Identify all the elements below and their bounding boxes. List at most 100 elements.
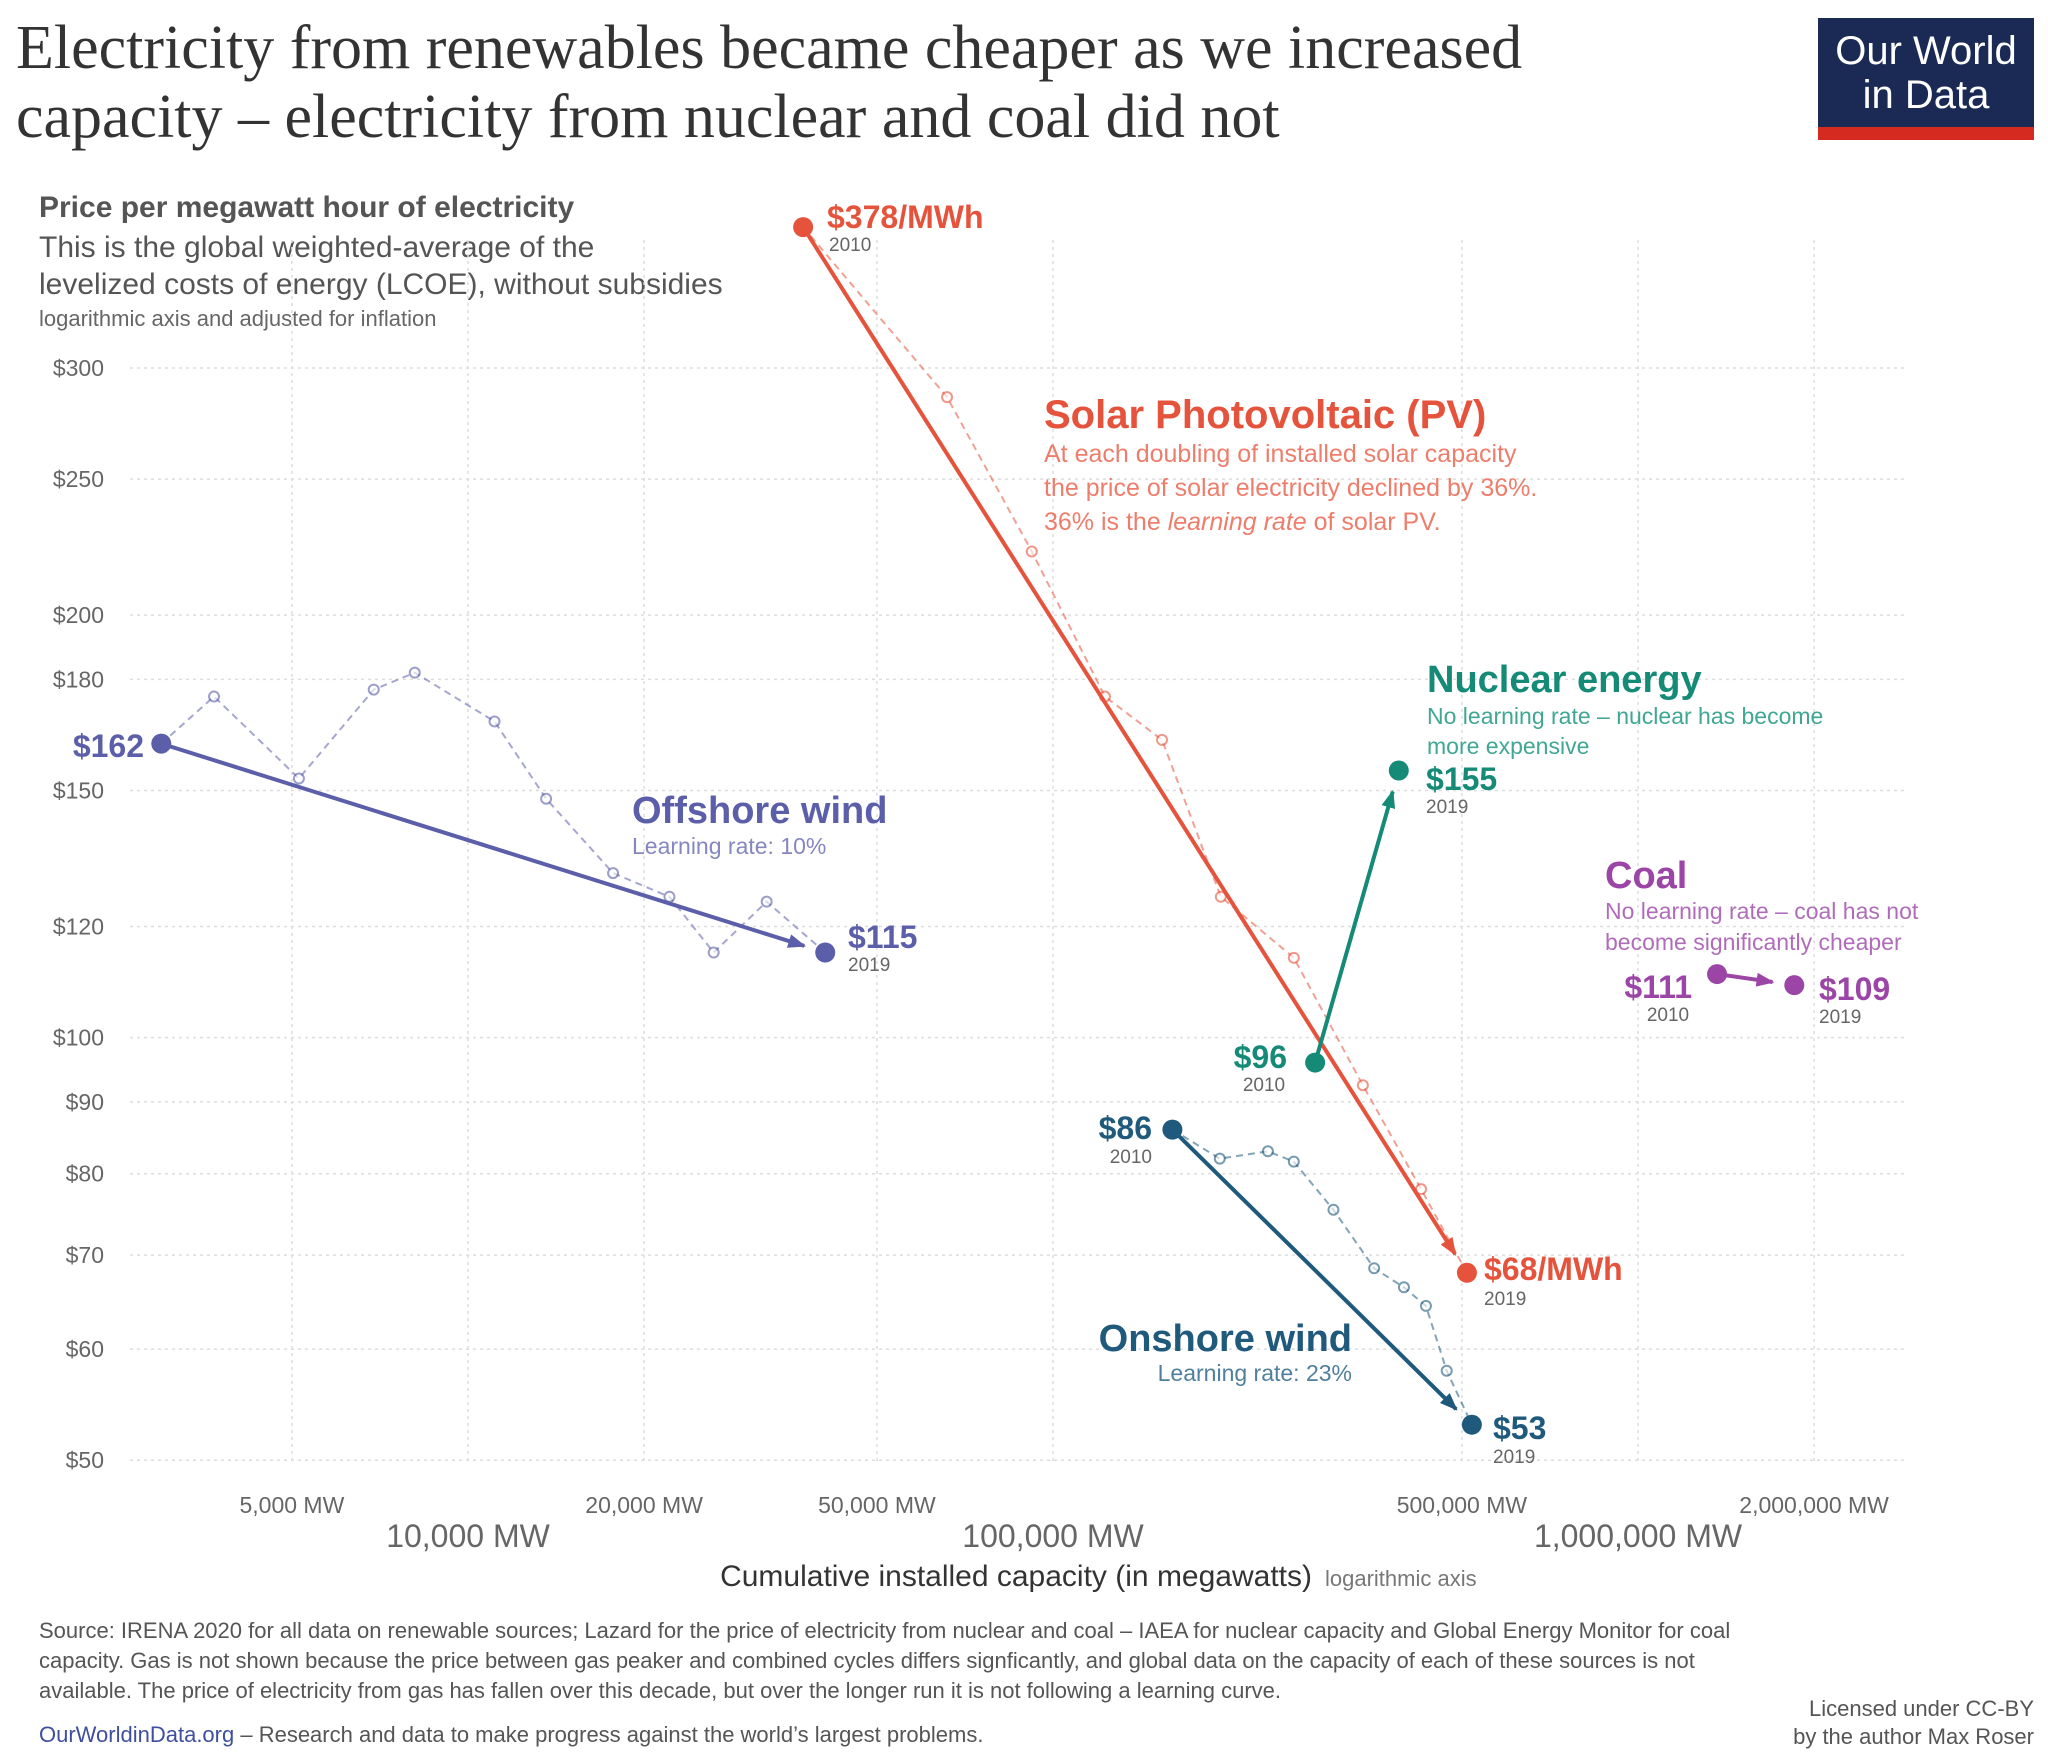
onshore-start-label: $86 bbox=[1099, 1110, 1152, 1146]
solar-note-text: 36% is the bbox=[1044, 508, 1168, 536]
series-coal bbox=[1707, 964, 1805, 996]
y-tick-label: $70 bbox=[66, 1242, 104, 1268]
tagline-text: – Research and data to make progress aga… bbox=[234, 1722, 983, 1747]
footer-tagline: OurWorldinData.org – Research and data t… bbox=[39, 1722, 983, 1747]
nuclear-trend-arrow bbox=[1313, 789, 1396, 1064]
nuclear-start-label: $96 bbox=[1234, 1039, 1287, 1075]
subtitle-line1: This is the global weighted-average of t… bbox=[39, 231, 594, 264]
onshore_wind-start-point bbox=[1162, 1119, 1183, 1140]
offshore-end-year: 2019 bbox=[848, 955, 890, 976]
solar-trend-arrow bbox=[801, 226, 1457, 1256]
offshore_wind-trend-arrow bbox=[160, 741, 807, 948]
coal-start-point bbox=[1707, 964, 1728, 985]
offshore_wind-data-point bbox=[760, 895, 773, 908]
site-link[interactable]: OurWorldinData.org bbox=[39, 1722, 234, 1747]
y-tick-label: $90 bbox=[66, 1089, 104, 1115]
solar-data-point bbox=[941, 391, 954, 404]
offshore_wind-data-point bbox=[208, 690, 221, 703]
x-tick-label-minor: 500,000 MW bbox=[1397, 1492, 1528, 1518]
y-axis-title: Price per megawatt hour of electricity bbox=[39, 191, 574, 224]
offshore_wind-dashed-line bbox=[160, 671, 826, 954]
onshore_wind-dashed-line bbox=[1171, 1128, 1473, 1426]
solar-end-year: 2019 bbox=[1484, 1289, 1526, 1310]
series-nuclear bbox=[1305, 760, 1409, 1073]
license-line2: by the author Max Roser bbox=[1793, 1724, 2034, 1749]
solar-data-point bbox=[1214, 890, 1227, 903]
offshore_wind-end-point bbox=[815, 942, 836, 963]
y-tick-label: $60 bbox=[66, 1336, 104, 1362]
y-tick-label: $150 bbox=[53, 778, 104, 804]
solar-note-line2: the price of solar electricity declined … bbox=[1044, 474, 1537, 502]
coal-end-year: 2019 bbox=[1819, 1007, 1861, 1028]
offshore_wind-start-point bbox=[151, 733, 172, 754]
license-line1: Licensed under CC-BY bbox=[1809, 1696, 2034, 1721]
x-tick-label-minor: 5,000 MW bbox=[239, 1492, 344, 1518]
series-layer bbox=[151, 217, 1805, 1435]
onshore_wind-data-point bbox=[1287, 1155, 1300, 1168]
series-offshore_wind bbox=[151, 666, 836, 963]
x-tick-label-major: 10,000 MW bbox=[386, 1518, 550, 1554]
owid-logo[interactable]: Our World in Data bbox=[1818, 18, 2034, 140]
logo-red-bar bbox=[1818, 127, 2034, 140]
coal-start-year: 2010 bbox=[1647, 1005, 1689, 1026]
coal-start-label: $111 bbox=[1624, 969, 1692, 1005]
y-tick-label: $300 bbox=[53, 355, 104, 381]
y-tick-label: $100 bbox=[53, 1025, 104, 1051]
solar-note-line3: 36% is the learning rate of solar PV. bbox=[1044, 508, 1441, 536]
offshore_wind-data-point bbox=[292, 772, 305, 785]
onshore_wind-end-point bbox=[1461, 1414, 1482, 1435]
offshore-start-label: $162 bbox=[73, 728, 144, 764]
series-onshore_wind bbox=[1162, 1119, 1482, 1435]
onshore_wind-trend-arrow bbox=[1171, 1128, 1458, 1411]
logo-background bbox=[1818, 18, 2034, 140]
nuclear-start-year: 2010 bbox=[1243, 1075, 1285, 1096]
y-axis-note: logarithmic axis and adjusted for inflat… bbox=[39, 306, 436, 331]
solar-end-point bbox=[1456, 1262, 1477, 1283]
onshore_wind-data-point bbox=[1397, 1281, 1410, 1294]
solar-series-name: Solar Photovoltaic (PV) bbox=[1044, 393, 1486, 437]
y-tick-label: $80 bbox=[66, 1161, 104, 1187]
onshore_wind-data-point bbox=[1327, 1203, 1340, 1216]
y-axis-ticks: $300 $250 $200 $180 $150 $120 $100 $90 $80 $70 $60… bbox=[53, 355, 104, 1473]
solar-data-point bbox=[1156, 733, 1169, 746]
offshore_wind-data-point bbox=[488, 715, 501, 728]
onshore-note: Learning rate: 23% bbox=[1158, 1360, 1352, 1386]
coal-end-point bbox=[1784, 975, 1805, 996]
offshore_wind-data-point bbox=[540, 792, 553, 805]
chart-title-line1: Electricity from renewables became cheap… bbox=[16, 14, 1522, 82]
onshore-series-name: Onshore wind bbox=[1099, 1318, 1352, 1360]
series-solar bbox=[793, 217, 1477, 1283]
x-axis-title: Cumulative installed capacity (in megawa… bbox=[720, 1560, 1312, 1593]
x-axis-ticks: 5,000 MW 20,000 MW 50,000 MW 500,000 MW 2,00… bbox=[239, 1492, 1889, 1554]
solar-end-label: $68/MWh bbox=[1484, 1251, 1623, 1287]
x-tick-label-minor: 2,000,000 MW bbox=[1739, 1492, 1889, 1518]
onshore_wind-data-point bbox=[1419, 1299, 1432, 1312]
nuclear-series-name: Nuclear energy bbox=[1427, 659, 1702, 701]
onshore-end-year: 2019 bbox=[1493, 1447, 1535, 1468]
y-tick-label: $120 bbox=[53, 914, 104, 940]
solar-start-label: $378/MWh bbox=[827, 199, 983, 235]
solar-data-point bbox=[1287, 951, 1300, 964]
nuclear-note-line1: No learning rate – nuclear has become bbox=[1427, 703, 1823, 729]
x-tick-label-major: 100,000 MW bbox=[962, 1518, 1144, 1554]
offshore-series-name: Offshore wind bbox=[632, 790, 887, 832]
offshore_wind-data-point bbox=[408, 666, 421, 679]
offshore-note: Learning rate: 10% bbox=[632, 833, 826, 859]
onshore_wind-data-point bbox=[1261, 1145, 1274, 1158]
nuclear-end-year: 2019 bbox=[1426, 797, 1468, 818]
solar-data-point bbox=[1025, 545, 1038, 558]
offshore-end-label: $115 bbox=[848, 919, 917, 955]
solar-note-italic: learning rate bbox=[1168, 508, 1307, 536]
nuclear-start-point bbox=[1305, 1052, 1326, 1073]
coal-end-label: $109 bbox=[1819, 971, 1890, 1007]
solar-start-point bbox=[793, 217, 814, 238]
y-tick-label: $250 bbox=[53, 466, 104, 492]
y-tick-label: $50 bbox=[66, 1447, 104, 1473]
offshore_wind-data-point bbox=[607, 867, 620, 880]
onshore-end-label: $53 bbox=[1493, 1410, 1546, 1446]
source-line3: available. The price of electricity from… bbox=[39, 1678, 1281, 1703]
solar-data-point bbox=[1356, 1079, 1369, 1092]
onshore_wind-data-point bbox=[1368, 1262, 1381, 1275]
x-axis-note: logarithmic axis bbox=[1325, 1566, 1477, 1591]
